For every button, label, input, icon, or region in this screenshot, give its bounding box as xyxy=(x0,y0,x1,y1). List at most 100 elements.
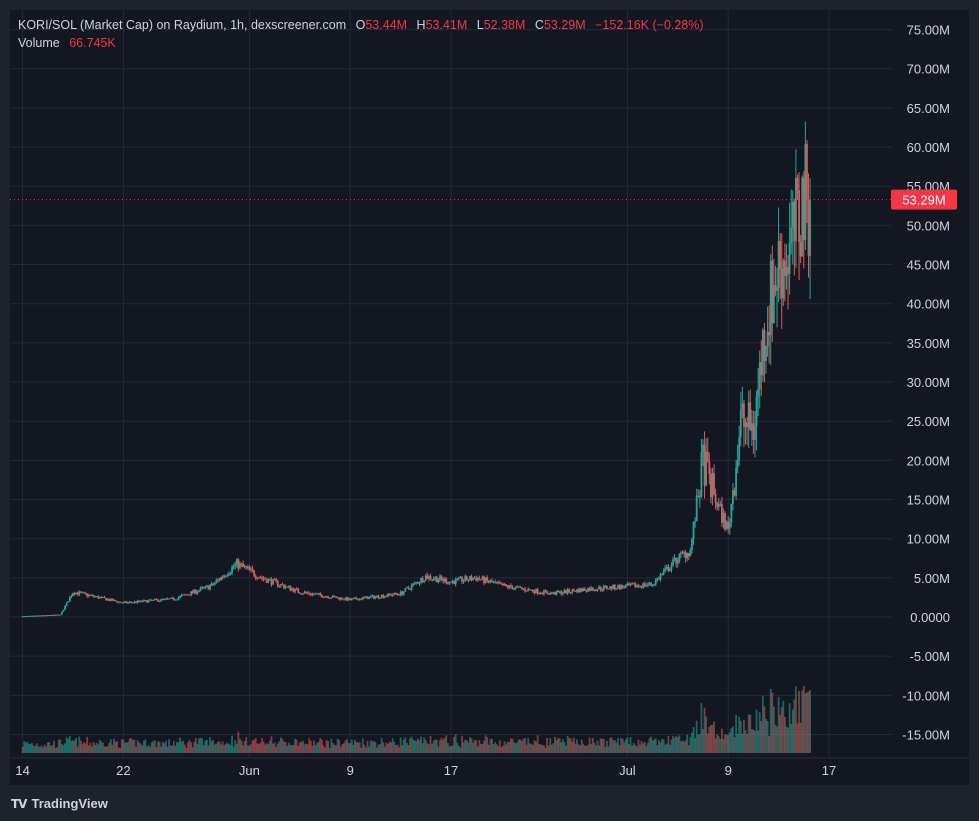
candle-body xyxy=(689,549,692,557)
candle-body xyxy=(302,593,304,595)
volume-bar xyxy=(593,742,596,753)
volume-bar xyxy=(555,740,558,753)
volume-bar xyxy=(757,730,760,753)
volume-bar xyxy=(283,741,285,753)
volume-bar xyxy=(676,737,679,753)
candle-body xyxy=(420,577,422,583)
volume-bar xyxy=(142,740,145,753)
candle-body xyxy=(442,579,445,582)
candle-body xyxy=(152,599,155,601)
candle-body xyxy=(191,591,194,593)
volume-bar xyxy=(114,741,117,753)
candle-body xyxy=(50,614,52,616)
candle-body xyxy=(147,600,150,603)
volume-bar xyxy=(502,745,504,753)
volume-bar xyxy=(347,742,350,753)
candle-body xyxy=(768,331,771,336)
volume-bar xyxy=(798,690,800,753)
volume-bar xyxy=(755,709,758,753)
candle-body xyxy=(684,552,687,559)
volume-bar xyxy=(149,746,152,753)
y-tick-label: 40.00M xyxy=(907,297,950,312)
volume-bar xyxy=(298,742,301,753)
candle-body xyxy=(133,601,136,603)
volume-bar xyxy=(201,738,204,753)
candle-body xyxy=(695,495,698,522)
candle-body xyxy=(51,614,54,616)
candle-body xyxy=(503,584,506,586)
candle-body xyxy=(354,597,356,599)
volume-bar xyxy=(763,706,766,753)
volume-bar xyxy=(739,720,742,753)
volume-bar xyxy=(491,738,493,753)
candle-body xyxy=(579,588,582,593)
volume-bar xyxy=(32,745,35,753)
volume-bar xyxy=(352,744,355,753)
volume-bar xyxy=(212,740,215,753)
candle-body xyxy=(721,503,723,523)
candle-body xyxy=(484,577,487,583)
volume-bar xyxy=(306,744,309,753)
candle-body xyxy=(601,589,604,591)
volume-bar xyxy=(634,744,637,753)
volume-bar xyxy=(659,742,662,753)
candle-body xyxy=(111,598,114,601)
volume-bar xyxy=(492,744,495,753)
candle-body xyxy=(629,583,632,586)
volume-bar xyxy=(484,735,487,753)
x-tick-label: 14 xyxy=(15,763,29,778)
candle-body xyxy=(456,578,459,580)
volume-bar xyxy=(316,742,319,753)
volume-bar xyxy=(91,746,93,753)
candle-body xyxy=(89,594,92,596)
volume-bar xyxy=(550,744,553,753)
candle-body xyxy=(418,582,421,584)
time-axis[interactable]: 14 22 Jun 9 17 Jul 9 17 xyxy=(15,763,836,778)
volume-bar xyxy=(262,741,265,753)
candle-body xyxy=(215,580,218,583)
candle-body xyxy=(54,614,57,616)
candle-body xyxy=(105,598,107,601)
volume-bar xyxy=(702,729,704,753)
volume-bar xyxy=(524,738,526,753)
candle-body xyxy=(398,594,400,596)
candle-body xyxy=(268,579,271,581)
candle-body xyxy=(766,331,769,347)
candle-body xyxy=(752,423,755,441)
candle-body xyxy=(446,583,449,585)
legend-high-label: H xyxy=(417,18,426,32)
candle-body xyxy=(774,285,777,291)
candle-body xyxy=(376,595,378,597)
candle-body xyxy=(763,329,766,361)
volume-bar xyxy=(533,740,536,753)
candle-body xyxy=(719,503,722,505)
volume-bar xyxy=(437,746,440,753)
candle-body xyxy=(163,598,166,600)
volume-bar xyxy=(728,732,731,753)
candle-body xyxy=(190,591,193,596)
volume-bar xyxy=(467,742,470,753)
price-axis[interactable]: 75.00M70.00M65.00M60.00M55.00M50.00M45.0… xyxy=(902,23,950,743)
volume-bar xyxy=(722,738,725,753)
volume-bar xyxy=(81,744,84,753)
volume-bar xyxy=(147,744,150,753)
volume-bar xyxy=(457,745,460,753)
volume-bar xyxy=(76,746,79,753)
candle-body xyxy=(377,595,380,598)
candle-body xyxy=(73,593,76,595)
candle-body xyxy=(809,199,811,256)
candle-body xyxy=(637,585,640,587)
volume-bar xyxy=(56,747,59,753)
candle-body xyxy=(508,585,511,588)
candle-body xyxy=(218,579,221,581)
candle-body xyxy=(253,570,256,576)
candle-body xyxy=(199,587,202,591)
y-tick-label: -10.00M xyxy=(902,688,950,703)
volume-bar xyxy=(705,716,708,753)
tradingview-attribution[interactable]: TV TradingView xyxy=(11,796,108,811)
candle-body xyxy=(626,583,629,586)
volume-bar xyxy=(465,740,468,753)
candle-body xyxy=(243,566,246,568)
candle-body xyxy=(61,611,63,615)
